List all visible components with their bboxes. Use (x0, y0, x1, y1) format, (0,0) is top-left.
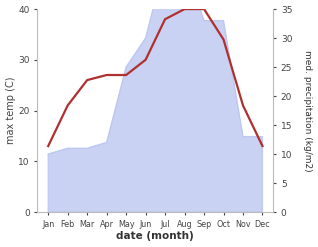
X-axis label: date (month): date (month) (116, 231, 194, 242)
Y-axis label: max temp (C): max temp (C) (5, 77, 16, 144)
Y-axis label: med. precipitation (kg/m2): med. precipitation (kg/m2) (303, 50, 313, 171)
